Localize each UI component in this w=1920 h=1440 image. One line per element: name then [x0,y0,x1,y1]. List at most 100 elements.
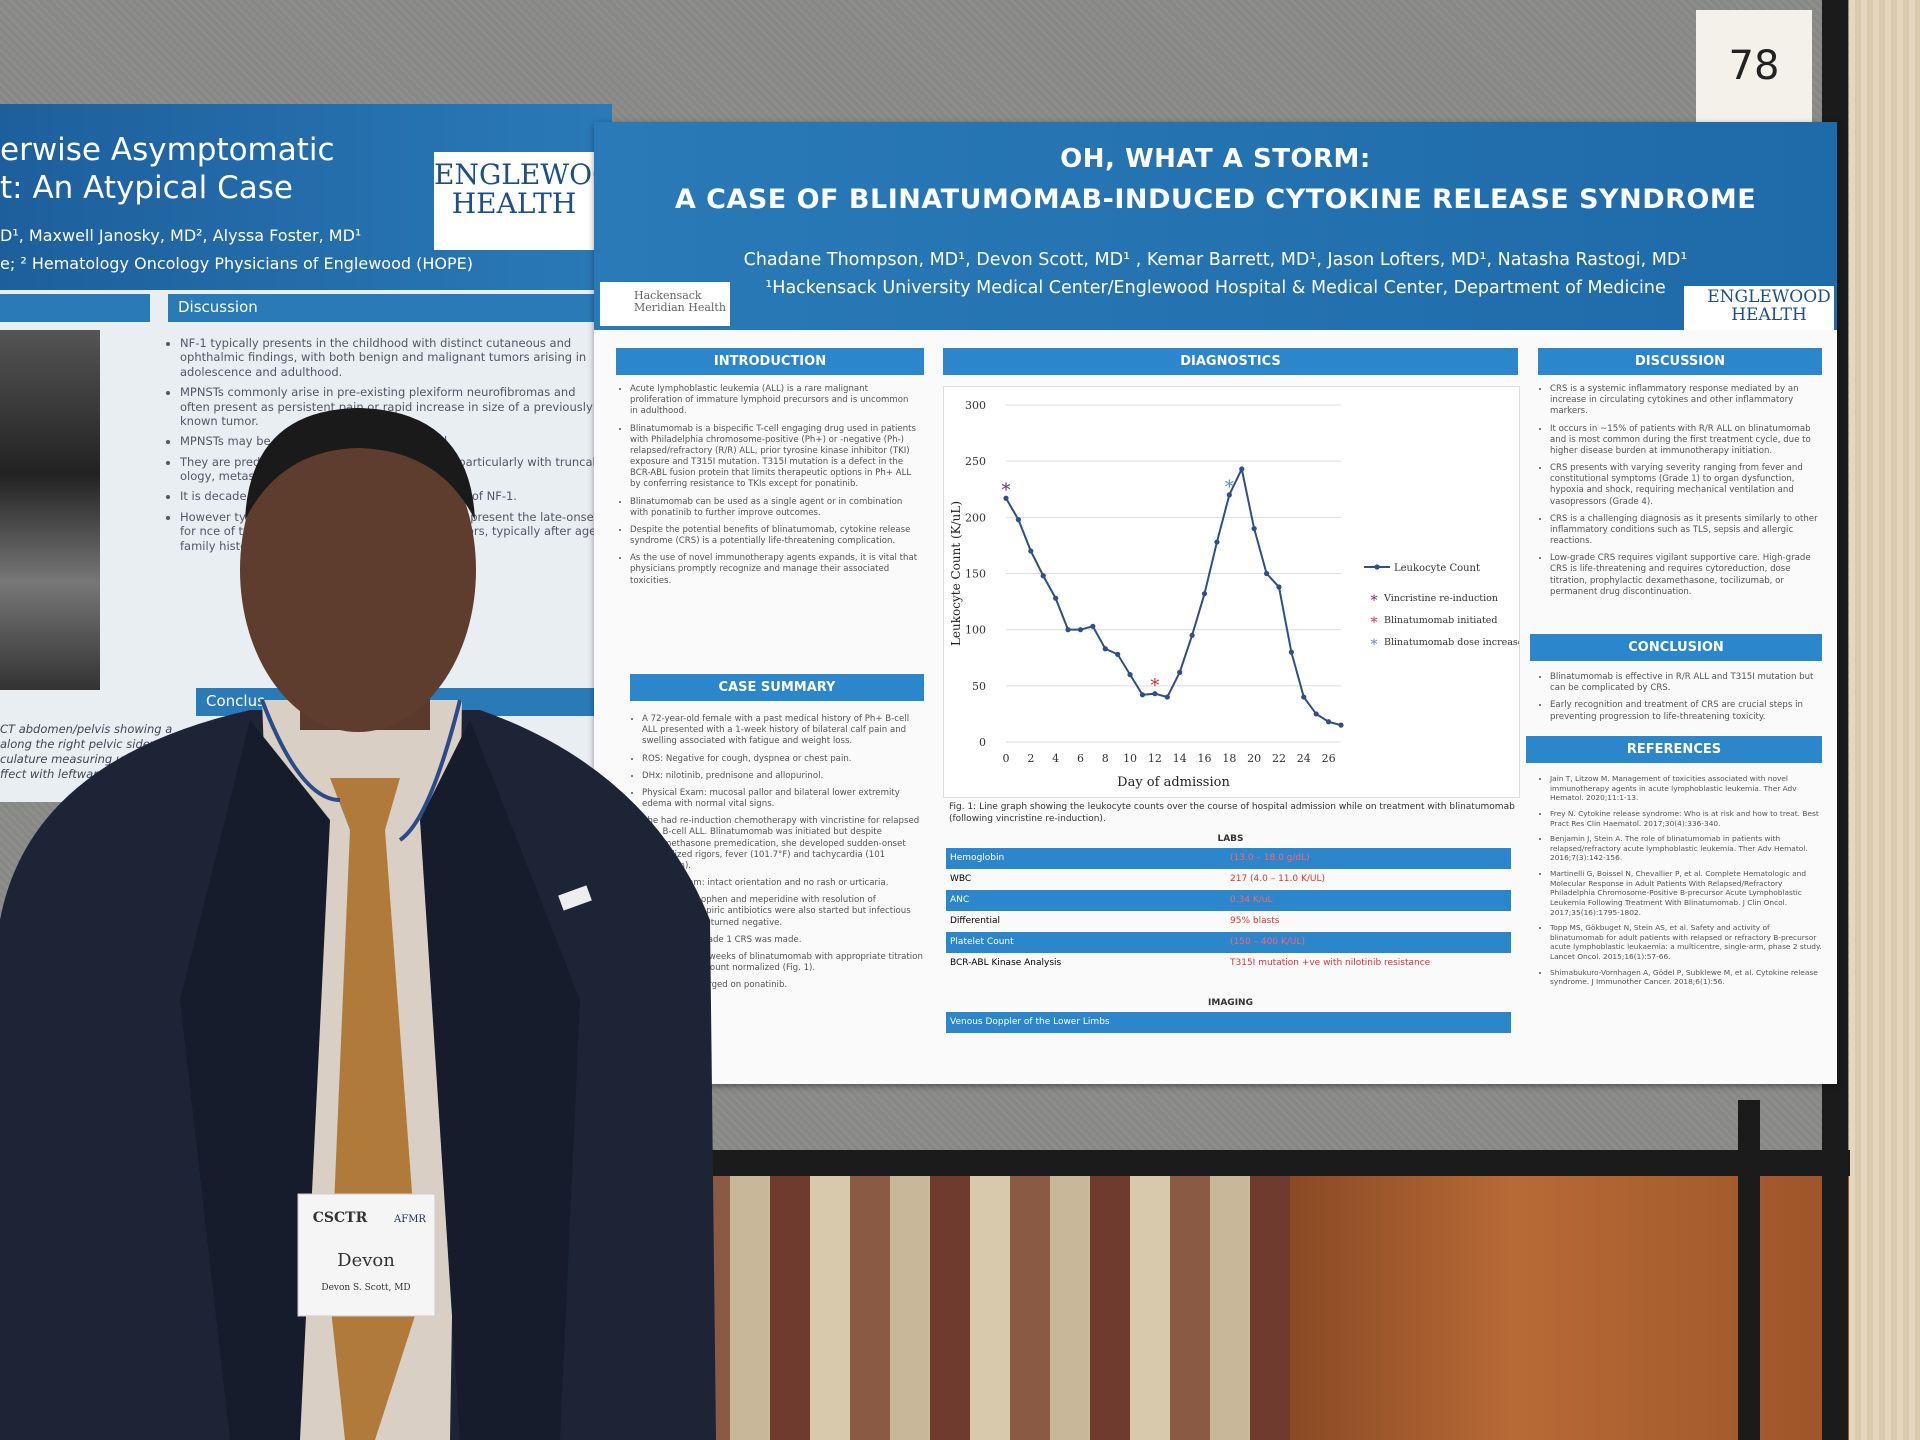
x-tick-label: 26 [1322,752,1336,765]
references: Jain T, Litzow M. Management of toxiciti… [1538,774,1822,993]
affiliation: ¹Hackensack University Medical Center/En… [765,278,1666,298]
lab-value: (13.0 – 18.0 g/dL) [1230,853,1310,863]
list-item: Frey N. Cytokine release syndrome: Who i… [1550,809,1822,828]
wood-panel [1290,1176,1850,1440]
lab-label: Hemoglobin [950,853,1005,863]
data-point [1077,627,1084,633]
list-item: Blinatumomab can be used as a single age… [630,497,918,519]
x-tick-label: 8 [1102,752,1109,765]
logo: Hackensack Meridian Health [600,282,730,326]
x-tick-label: 16 [1198,752,1212,765]
lab-value: 95% blasts [1230,916,1280,926]
lab-label: Platelet Count [950,937,1014,947]
list-item: Low-grade CRS requires vigilant supporti… [1550,553,1822,598]
list-item: She was discharged on ponatinib. [642,980,924,991]
list-item: Shimabukuro-Vornhagen A, Gödel P, Subkle… [1550,968,1822,987]
legend-swatch [1374,564,1380,570]
event-marker: * [1225,477,1234,498]
data-point [1040,573,1046,579]
title: OH, WHAT A STORM: [1060,144,1371,174]
caption: Fig. 1: Line graph showing the leukocyte… [949,802,1515,824]
lapel [420,720,580,1440]
board-frame [690,1150,1850,1176]
data-point [1090,623,1096,629]
lab-label: WBC [950,874,972,884]
list: Blinatumomab is effective in R/R ALL and… [1538,672,1822,723]
data-point [1053,595,1059,601]
data-point [1251,525,1257,532]
list: CRS is a systemic inflammatory response … [1538,384,1822,598]
affiliation: e; ² Hematology Oncology Physicians of E… [0,254,473,273]
x-tick-label: 4 [1052,752,1059,765]
data-point [1226,492,1232,498]
list-item: Physical Exam: mucosal pallor and bilate… [642,788,924,810]
data-line [1005,465,1342,727]
data-point [1028,548,1034,554]
board-leg [1738,1100,1760,1440]
list-item: Blinatumomab is effective in R/R ALL and… [1550,672,1822,694]
data-point [1214,539,1220,545]
imaging-label: Venous Doppler of the Lower Limbs [950,1017,1110,1027]
labs-heading: LABS [1217,834,1244,844]
data-point [1164,694,1170,700]
wall [1849,0,1920,1440]
data-point [1201,591,1208,597]
data-point [1325,719,1332,725]
legend-star: * [1371,593,1378,609]
legend-label: Blinatumomab dose increased [1384,637,1519,648]
lab-label: ANC [950,895,970,905]
lab-row: BCR-ABL Kinase Analysis T315I mutation +v… [946,953,1511,974]
event-marker: * [1002,480,1011,501]
bullets: A 72-year-old female with a past medical… [630,714,924,997]
logo-text: HEALTH [451,187,577,221]
imaging-row: Venous Doppler of the Lower Limbs [946,1012,1511,1033]
logo: ENGLEWOOD HEALTH [434,152,612,250]
list-item: As the use of novel immunotherapy agents… [630,553,918,587]
legend-label: Vincristine re-induction [1383,593,1498,604]
data-point [1263,570,1270,577]
pocket-square [558,885,592,911]
logo-text: HEALTH [1731,304,1807,325]
poster-number: 78 [1696,10,1812,122]
data-point [1152,691,1158,697]
list-item: CRS presents with varying severity rangi… [1550,463,1822,508]
lab-row: Differential 95% blasts [946,911,1511,932]
lab-label: Differential [950,916,1000,926]
section-heading: INTRODUCTION [616,348,924,375]
bullets: Blinatumomab is effective in R/R ALL and… [1538,672,1822,729]
data-point [1015,516,1022,523]
list-item: Interval Exam: intact orientation and no… [642,878,924,889]
y-tick-label: 150 [965,568,986,581]
x-tick-label: 18 [1222,752,1236,765]
lapel [180,720,330,1440]
data-point [1301,694,1307,700]
data-point [1115,651,1121,657]
section-heading: DISCUSSION [1538,348,1822,375]
section-heading: Discussion [168,294,612,322]
list: Acute lymphoblastic leukemia (ALL) is a … [618,384,918,587]
x-tick-label: 22 [1272,752,1286,765]
list-item: Martinelli G, Boissel N, Chevallier P, e… [1550,869,1822,917]
y-tick-label: 0 [979,736,986,749]
data-point [1189,632,1195,638]
x-axis-label: Day of admission [1117,775,1230,790]
head [240,408,476,732]
logo-text: ENGLEWOOD [434,158,612,191]
y-tick-label: 100 [965,624,986,637]
badge-logo: AFMR [393,1214,426,1225]
x-tick-label: 14 [1173,752,1187,765]
header [594,122,1837,330]
list-item: NF-1 typically presents in the childhood… [180,336,600,379]
authors: D¹, Maxwell Janosky, MD², Alyssa Foster,… [0,226,362,245]
list: Jain T, Litzow M. Management of toxiciti… [1538,774,1822,987]
lab-row: Platelet Count (150 – 400 K/UL) [946,932,1511,953]
chart-panel: 0 50 100 150 200 250 300 0 2 4 6 8 10 12 14 16 18 20 22 24 2… [943,386,1529,798]
list-item: She received 2 weeks of blinatumomab wit… [642,952,924,974]
data-point [1003,495,1009,501]
list-item: A 72-year-old female with a past medical… [642,714,924,748]
labs-table: Hemoglobin (13.0 – 18.0 g/dL) WBC 217 (4.0 … [946,848,1511,974]
list-item: Acute lymphoblastic leukemia (ALL) is a … [630,384,918,418]
